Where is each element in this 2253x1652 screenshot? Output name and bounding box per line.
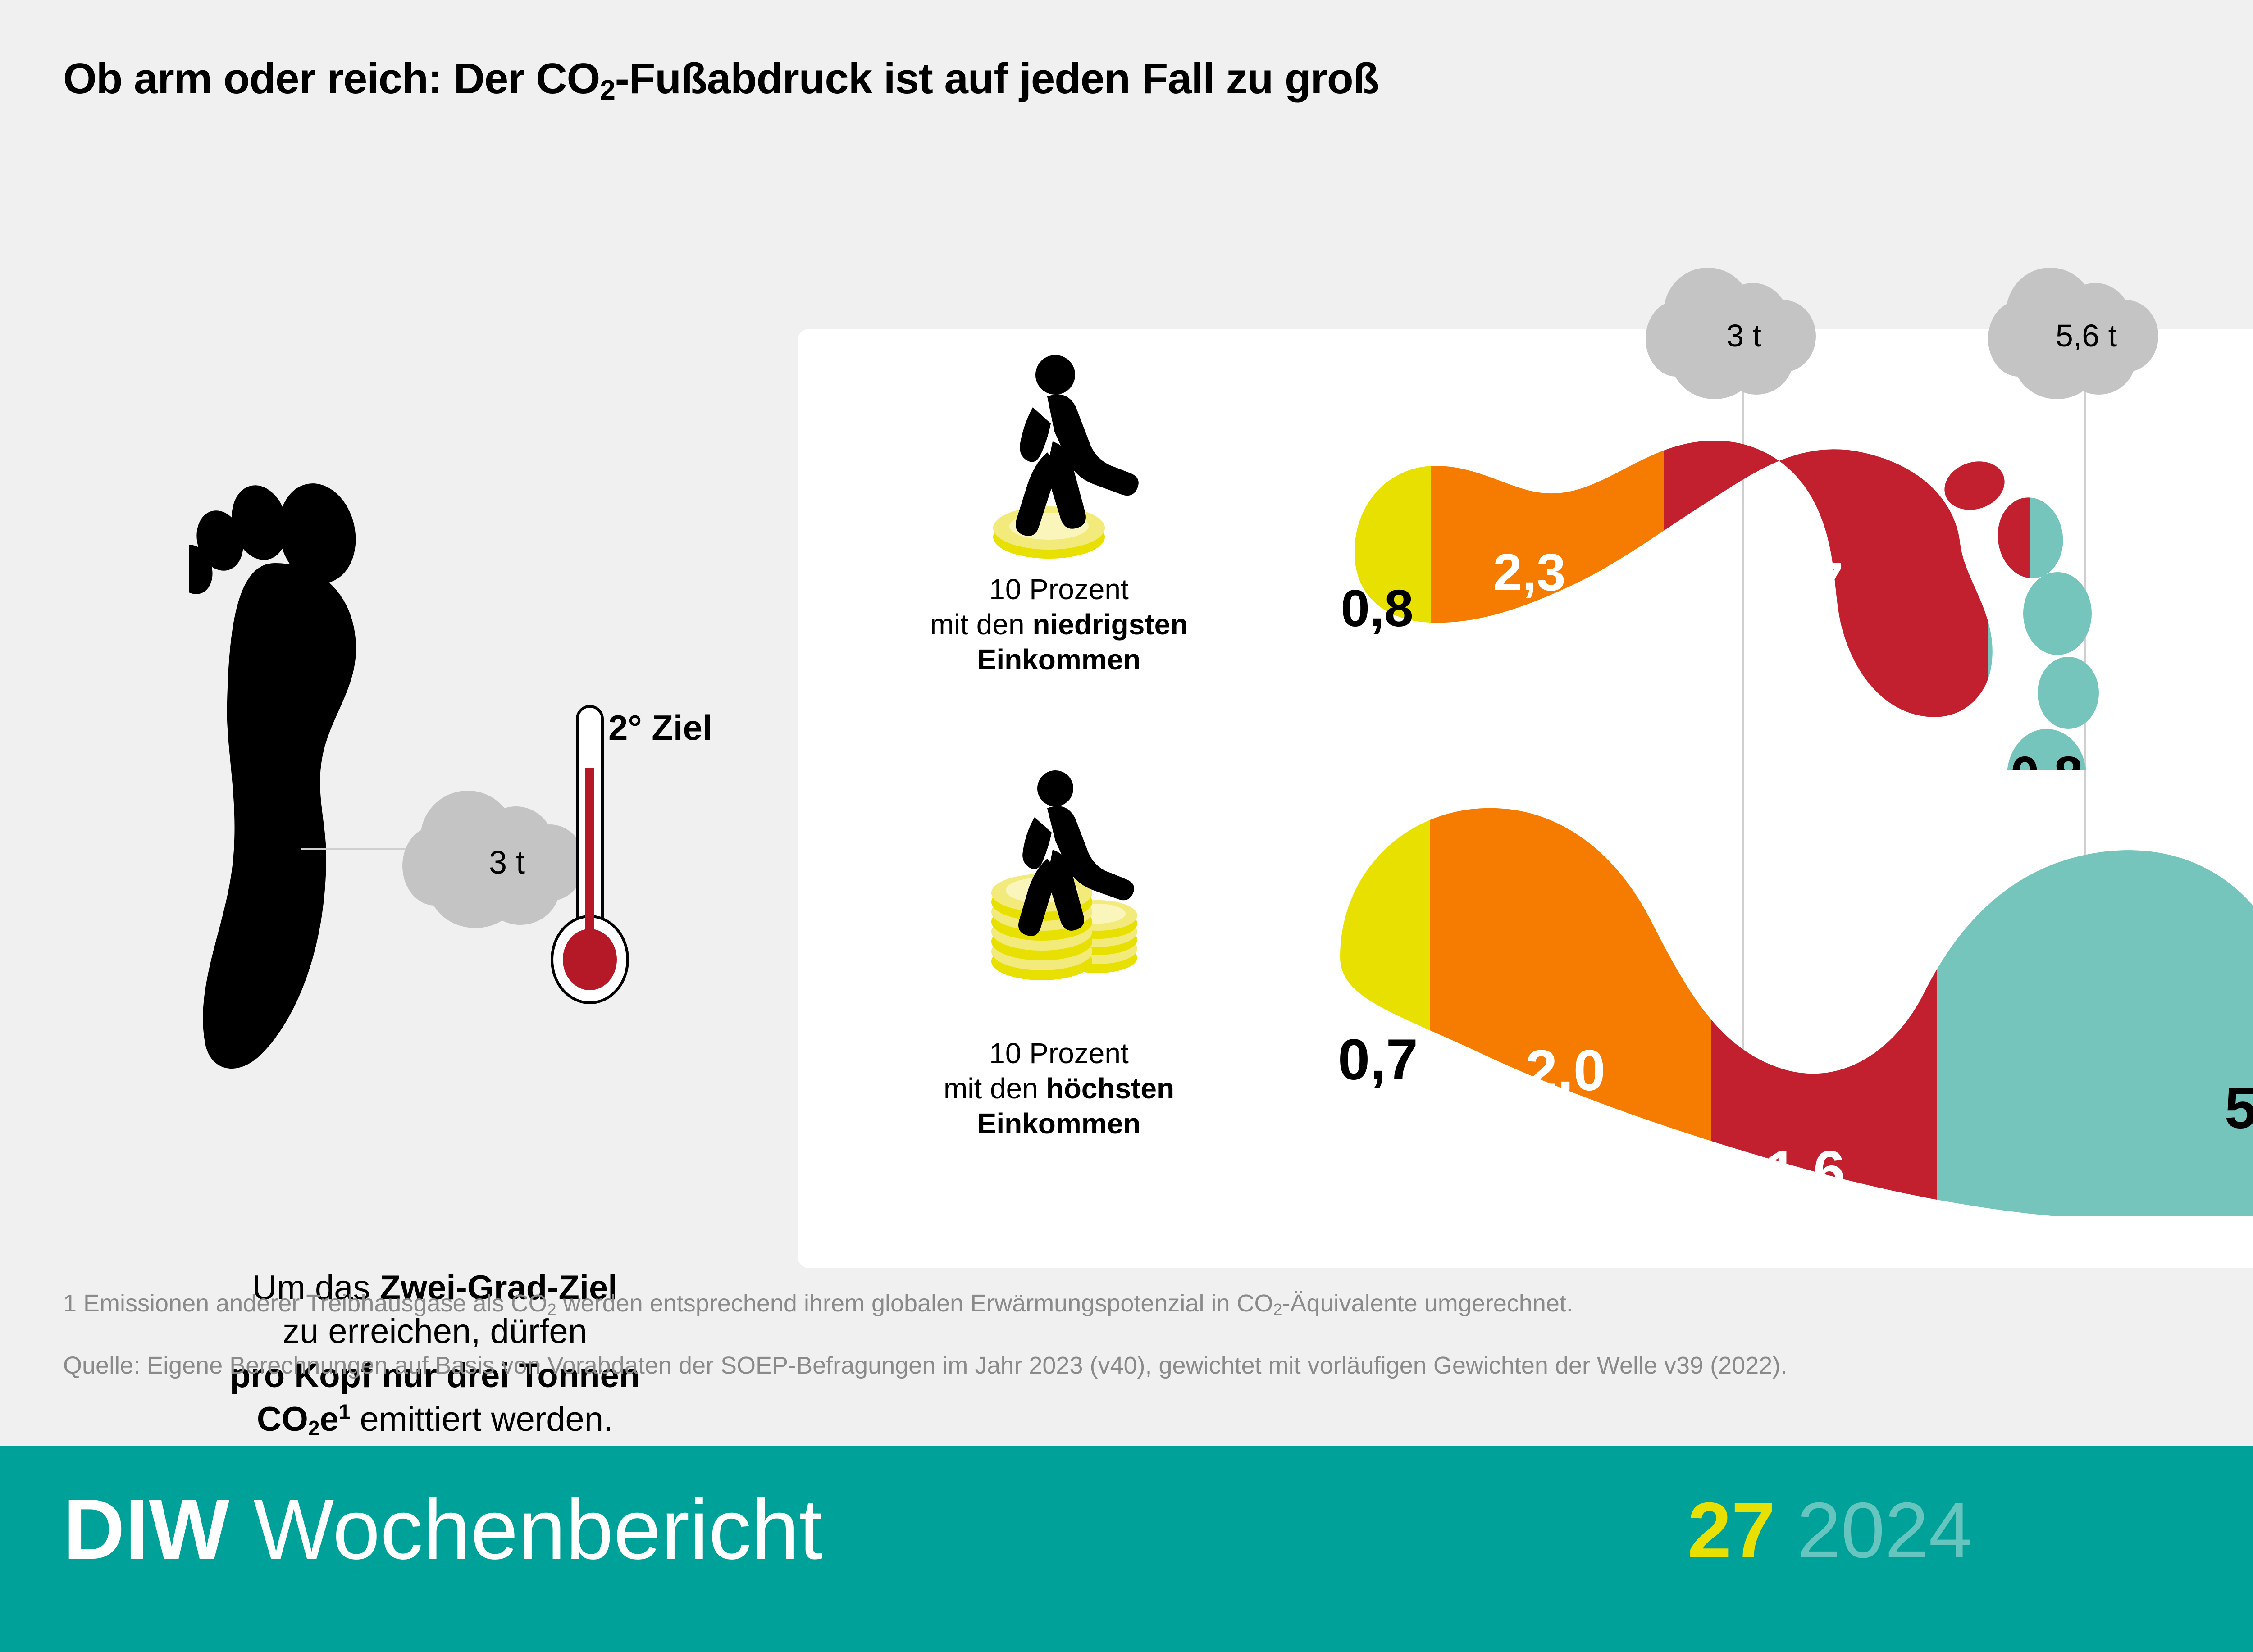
value-high-mobility: 5,8 <box>2225 1076 2253 1141</box>
walking-person-on-coin-stack-icon <box>991 770 1137 980</box>
brand-diw: DIW <box>63 1482 230 1577</box>
guide-line-5-6t <box>2084 342 2086 1126</box>
two-degree-goal-text: Um das Zwei-Grad-Ziel zu erreichen, dürf… <box>113 1266 757 1441</box>
bottom-brand-bar: DIW Wochenbericht 27 2024 DIW BERLIN <box>0 1446 2253 1652</box>
thermometer-icon <box>551 705 629 1004</box>
value-high-food: 1,6 <box>1765 1139 1845 1204</box>
cloud-label-5-6t: 5,6 t <box>2055 318 2117 353</box>
goal-text-line-4: CO2e1 emittiert werden. <box>256 1400 613 1440</box>
guide-line-3t <box>1742 342 1744 1126</box>
cloud-total-reference: 3 t <box>1645 266 1843 405</box>
goal-text-line-3: pro Kopf nur drei Tonnen <box>229 1356 640 1395</box>
publication-title: DIW Wochenbericht <box>63 1487 823 1572</box>
page-title: Ob arm oder reich: Der CO2-Fußabdruck is… <box>63 54 1379 106</box>
cloud-3t: 3 t <box>401 788 613 937</box>
title-pre: Ob arm oder reich: Der CO <box>63 55 600 103</box>
issue-year: 2024 <box>1797 1487 1973 1575</box>
value-low-electricity: 0,8 <box>1341 579 1413 637</box>
title-post: -Fußabdruck ist auf jeden Fall zu groß <box>615 55 1379 103</box>
footprint-chart-low-income: 0,8 2,3 1,7 0,8 <box>1341 440 2099 770</box>
group-high-income: 10 Prozent mit den höchsten Einkommen <box>820 770 1298 1141</box>
cloud-shape <box>1988 268 2158 399</box>
goal-text-line-2: zu erreichen, dürfen <box>283 1312 587 1351</box>
caption-line-3: Einkommen <box>977 1107 1141 1140</box>
connector-line <box>301 848 407 850</box>
issue-number: 27 <box>1687 1487 1775 1575</box>
value-low-mobility: 0,8 <box>2010 746 2083 770</box>
caption-line-1: 10 Prozent <box>989 1037 1129 1069</box>
goal-text-line-1: Um das Zwei-Grad-Ziel <box>252 1269 618 1307</box>
cloud-shape <box>402 791 585 928</box>
cloud-total-low-income: 5,6 t <box>1987 266 2185 405</box>
issue-indicator: 27 2024 <box>1687 1491 1973 1570</box>
two-degree-goal-label: 2° Ziel <box>608 708 712 747</box>
group-low-income: 10 Prozent mit den niedrigsten Einkommen <box>820 351 1298 677</box>
cloud-shape <box>1646 268 1816 399</box>
footnote-1: 1 Emissionen anderer Treibhausgase als C… <box>63 1290 1573 1319</box>
group-high-income-caption: 10 Prozent mit den höchsten Einkommen <box>820 1036 1298 1141</box>
caption-line-1: 10 Prozent <box>989 573 1129 605</box>
value-low-heating: 2,3 <box>1493 543 1565 601</box>
black-footprint-icon <box>189 483 356 1069</box>
value-high-heating: 2,0 <box>1525 1038 1605 1103</box>
walking-person-on-coin-icon <box>993 355 1139 559</box>
footnote-source: Quelle: Eigene Berechnungen auf Basis vo… <box>63 1352 1788 1379</box>
brand-wochenbericht: Wochenbericht <box>229 1482 823 1577</box>
cloud-label-3t: 3 t <box>1726 318 1761 353</box>
caption-line-3: Einkommen <box>977 643 1141 676</box>
footprint-chart-high-income: 0,7 2,0 1,6 5,8 <box>1338 787 2253 1216</box>
group-low-income-caption: 10 Prozent mit den niedrigsten Einkommen <box>820 572 1298 677</box>
caption-line-2: mit den höchsten <box>943 1072 1175 1105</box>
value-high-electricity: 0,7 <box>1338 1028 1418 1092</box>
cloud-3t-label: 3 t <box>488 845 525 881</box>
value-low-food: 1,7 <box>1770 552 1843 610</box>
title-sub: 2 <box>600 75 615 106</box>
caption-line-2: mit den niedrigsten <box>930 608 1188 641</box>
